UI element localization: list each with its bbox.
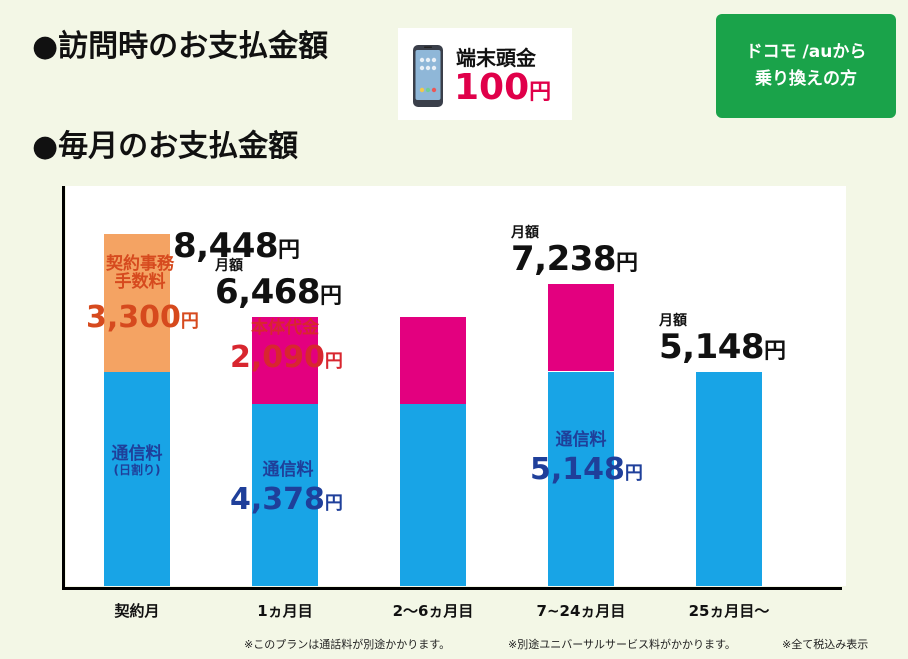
carrier-switch-line2: 乗り換えの方: [755, 69, 857, 89]
total-label-month-25: 月額 5,148円: [659, 312, 787, 367]
category-label-month-25: 25ヵ月目～: [688, 602, 770, 620]
footnote-call-charges: ※このプランは通話料が別途かかります。: [244, 638, 451, 651]
carrier-switch-button[interactable]: ドコモ /auから 乗り換えの方: [716, 14, 896, 118]
footnote-tax-included: ※全て税込み表示: [782, 638, 869, 651]
communication-fee-segment-month-25: [696, 371, 762, 586]
communication-fee-label-month-1: 通信料: [262, 460, 314, 480]
category-label-contract-month: 契約月: [114, 602, 160, 620]
device-downpayment-label: 端末頭金: [456, 46, 536, 70]
contract-fee-segment-contract-month: [104, 234, 170, 372]
device-price-segment-month-7-24: [548, 284, 614, 372]
total-label-month-7-24: 月額 7,238円: [511, 225, 639, 280]
monthly-payment-title: ●毎月のお支払金額: [32, 129, 299, 164]
category-label-month-2-6: 2～6ヵ月目: [392, 602, 474, 620]
communication-fee-segment-month-1: [252, 403, 318, 586]
contract-fee-value: 3,300円: [86, 300, 199, 335]
communication-fee-value-month-1: 4,378円: [230, 482, 343, 517]
carrier-switch-line1: ドコモ /auから: [745, 41, 867, 62]
smartphone-icon: [413, 45, 443, 107]
y-axis-line: [62, 186, 65, 590]
communication-fee-segment-month-7-24: [548, 371, 614, 586]
communication-fee-segment-month-2-6: [400, 403, 466, 586]
monthly-payment-chart: [62, 186, 846, 590]
total-label-contract-month: 8,448円: [173, 226, 301, 266]
device-price-segment-month-2-6: [400, 316, 466, 404]
communication-fee-value-month-7-24: 5,148円: [530, 452, 643, 487]
communication-fee-segment-contract-month: [104, 371, 170, 586]
footnote-universal-service: ※別途ユニバーサルサービス料がかかります。: [508, 638, 736, 651]
visit-payment-title: ●訪問時のお支払金額: [32, 29, 329, 64]
device-price-label: 本体代金: [251, 318, 319, 338]
category-label-month-7-24: 7~24ヵ月目: [536, 602, 626, 620]
contract-fee-label: 契約事務 手数料: [106, 254, 174, 292]
total-label-month-1: 月額 6,468円: [215, 257, 343, 312]
device-price-value: 2,090円: [230, 340, 343, 375]
device-downpayment-card: 端末頭金 100円: [398, 28, 572, 120]
communication-fee-label-month-7-24: 通信料: [555, 430, 607, 450]
device-downpayment-amount: 100円: [454, 67, 552, 108]
x-axis-line: [62, 587, 842, 590]
category-label-month-1: 1ヵ月目: [257, 602, 313, 620]
device-price-segment-month-1: [252, 316, 318, 404]
communication-fee-label-contract-month: 通信料 (日割り): [111, 444, 163, 477]
